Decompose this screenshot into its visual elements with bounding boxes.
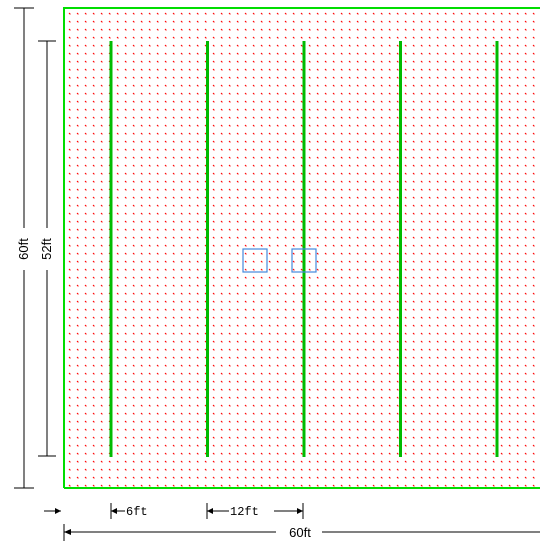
marker-box-left: [242, 248, 268, 273]
row-lines: [109, 41, 499, 457]
dimension-row-length-label: 52ft: [39, 238, 54, 260]
dimension-total-height-label: 60ft: [16, 238, 31, 260]
grid-dots: [68, 12, 535, 487]
dimension-edge-offset-label: 6ft: [126, 505, 148, 519]
dimension-total-height: 60ft: [14, 7, 34, 489]
dimension-row-spacing-label: 12ft: [230, 505, 259, 519]
dimension-row-length: 52ft: [38, 40, 56, 457]
dimension-edge-offset: 6ft: [44, 503, 148, 519]
dimension-total-width: 60ft: [63, 524, 540, 541]
grid-dot-field: [68, 12, 535, 487]
dimension-row-spacing: 12ft: [206, 503, 304, 519]
dimension-total-width-label: 60ft: [289, 525, 311, 540]
marker-box-right: [291, 248, 317, 273]
plot-boundary: [63, 7, 540, 488]
